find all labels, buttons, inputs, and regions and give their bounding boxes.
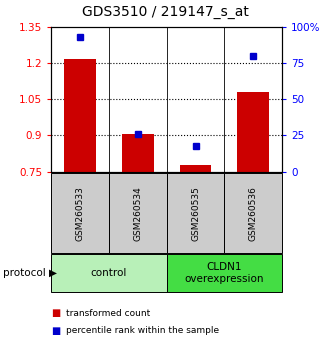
Text: ■: ■ (51, 308, 60, 318)
Bar (122, 134, 154, 172)
Text: GSM260533: GSM260533 (76, 186, 84, 241)
Bar (109, 173, 167, 253)
Bar (51, 254, 167, 292)
Text: control: control (91, 268, 127, 278)
Text: GDS3510 / 219147_s_at: GDS3510 / 219147_s_at (82, 5, 248, 19)
Text: GSM260534: GSM260534 (133, 186, 142, 241)
Bar (167, 173, 224, 253)
Bar (167, 254, 282, 292)
Text: CLDN1
overexpression: CLDN1 overexpression (185, 262, 264, 284)
Bar (224, 173, 282, 253)
Bar (237, 92, 269, 172)
Text: transformed count: transformed count (66, 309, 150, 318)
Text: GSM260536: GSM260536 (249, 186, 258, 241)
Text: GSM260535: GSM260535 (191, 186, 200, 241)
Bar (51, 173, 109, 253)
Text: percentile rank within the sample: percentile rank within the sample (66, 326, 219, 336)
Bar (64, 59, 96, 172)
Text: protocol ▶: protocol ▶ (3, 268, 57, 278)
Bar (180, 165, 212, 172)
Text: ■: ■ (51, 326, 60, 336)
